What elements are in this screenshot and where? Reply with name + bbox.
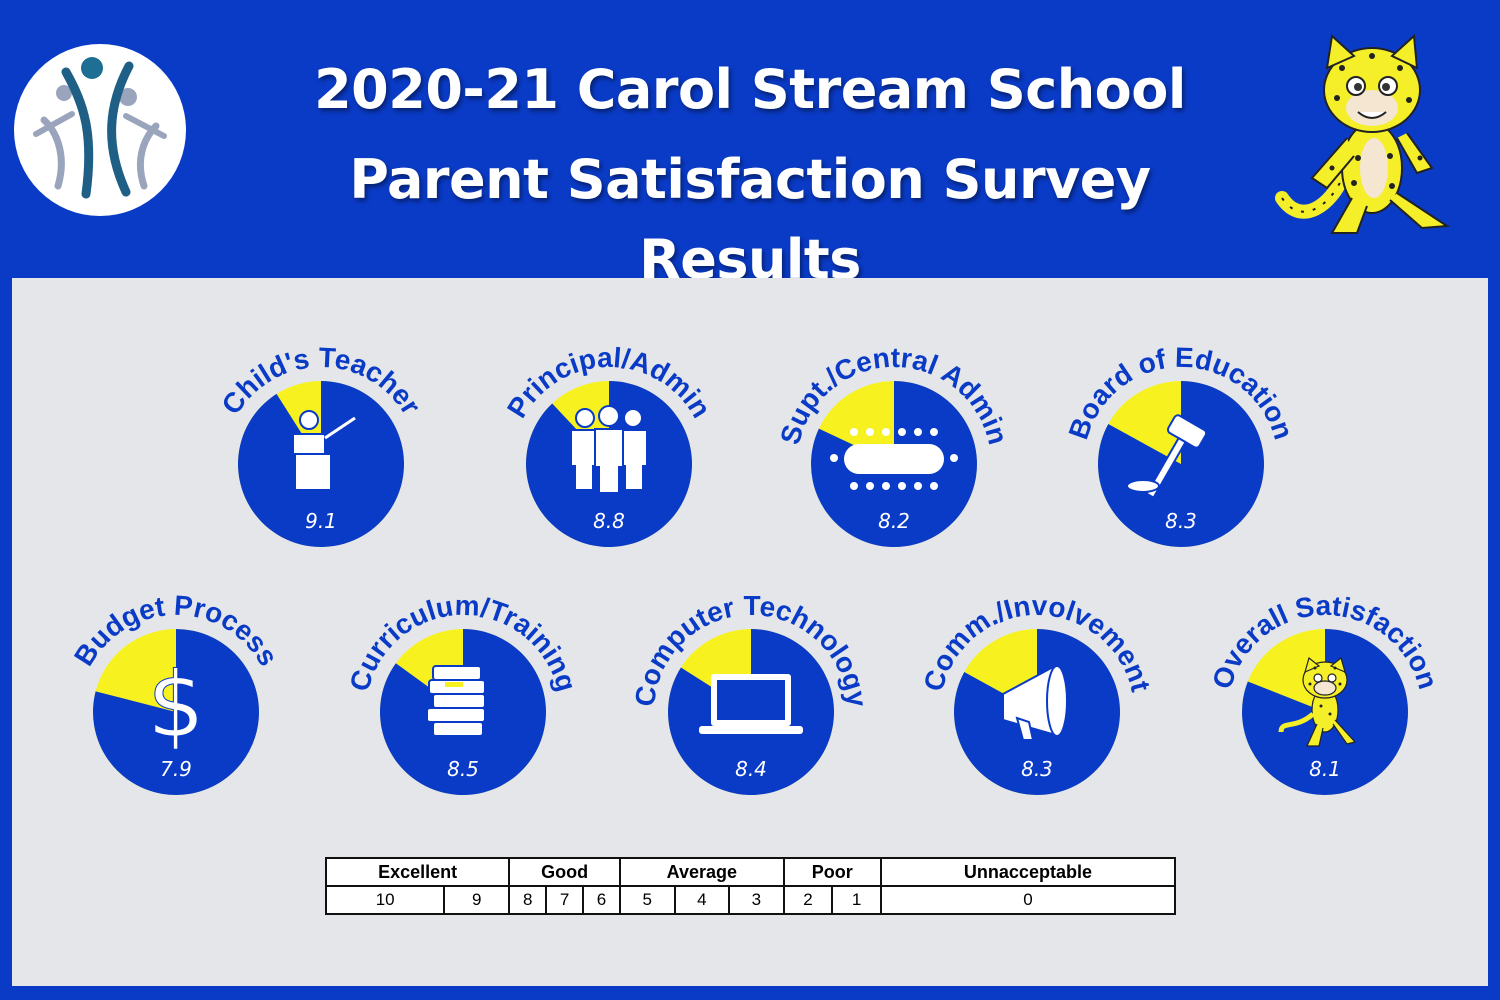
- stack-of-books-icon: [426, 665, 486, 737]
- gauge-score-label: 8.5: [447, 757, 479, 781]
- scale-value: 4: [673, 885, 731, 915]
- scale-value: 3: [728, 885, 785, 915]
- gauge-score-label: 8.1: [1309, 757, 1341, 781]
- gavel-icon: [1126, 414, 1208, 499]
- leopard-mascot-icon: [1272, 28, 1468, 240]
- laptop-icon: [699, 674, 803, 734]
- svg-text:$: $: [147, 653, 204, 758]
- gauge-score-label: 8.3: [1021, 757, 1053, 781]
- scale-unacceptable-label: Unnacceptable: [879, 857, 1177, 887]
- gauge-value-slice: [1098, 381, 1264, 547]
- scale-value: 10: [324, 885, 446, 915]
- scale-excellent-label: Excellent: [324, 857, 511, 887]
- leopard-mascot-icon: [1278, 656, 1357, 747]
- page-title-line-2: Parent Satisfaction Survey Results: [349, 148, 1151, 291]
- staff-group-icon: [570, 405, 648, 494]
- scale-value: 5: [619, 885, 676, 915]
- gauge-score-label: 8.8: [593, 509, 625, 533]
- gauge-score-label: 9.1: [305, 509, 337, 533]
- scale-value: 0: [879, 885, 1177, 915]
- district-logo-people-icon: [14, 44, 186, 216]
- scale-value: 7: [545, 885, 585, 915]
- gauge-score-label: 7.9: [160, 757, 192, 781]
- scale-value: 2: [782, 885, 834, 915]
- page-title-line-1: 2020-21 Carol Stream School: [314, 58, 1186, 121]
- gauge-value-slice: [92, 629, 260, 795]
- scale-poor-label: Poor: [782, 857, 882, 887]
- scale-value: 6: [582, 885, 621, 915]
- scale-good-label: Good: [508, 857, 621, 887]
- megaphone-icon: [1002, 664, 1068, 741]
- gauge-score-label: 8.3: [1165, 509, 1197, 533]
- scale-value: 1: [831, 885, 882, 915]
- teacher-at-podium-icon: [292, 410, 356, 491]
- scale-value: 9: [443, 885, 511, 915]
- conference-table-icon: [830, 428, 958, 490]
- dollar-sign-icon: $: [147, 653, 205, 759]
- scale-value: 8: [508, 885, 548, 915]
- scale-values-row: 10 9 8 7 6 5 4 3 2 1 0: [324, 885, 1177, 915]
- gauge-score-label: 8.4: [735, 757, 767, 781]
- scale-average-label: Average: [619, 857, 785, 887]
- rating-scale-table: Excellent Good Average Poor Unnacceptabl…: [324, 857, 1177, 915]
- header-banner: 2020-21 Carol Stream School Parent Satis…: [0, 0, 1500, 291]
- scale-header-row: Excellent Good Average Poor Unnacceptabl…: [324, 857, 1177, 887]
- gauge-score-label: 8.2: [878, 509, 910, 533]
